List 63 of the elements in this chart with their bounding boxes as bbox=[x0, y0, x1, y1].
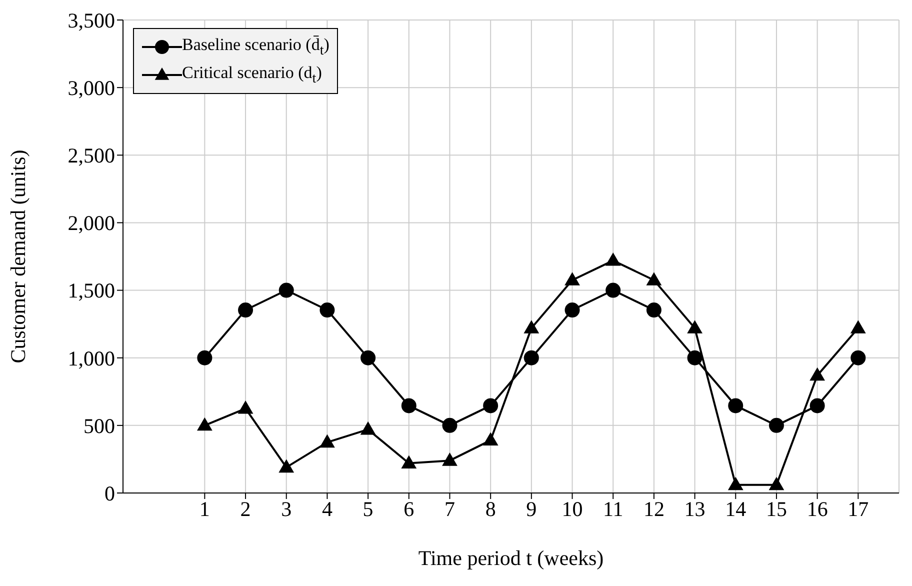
x-tick-label: 8 bbox=[485, 496, 496, 521]
y-tick-label: 3,500 bbox=[68, 8, 115, 32]
point bbox=[482, 432, 498, 446]
x-tick-label: 4 bbox=[322, 496, 333, 521]
point bbox=[768, 476, 784, 490]
point bbox=[278, 282, 294, 298]
x-tick-label: 3 bbox=[281, 496, 292, 521]
legend-label: Critical scenario (d$_{t}$) bbox=[182, 62, 322, 88]
x-tick-label: 15 bbox=[766, 496, 787, 521]
x-tick-label: 12 bbox=[643, 496, 664, 521]
point bbox=[687, 350, 702, 366]
point bbox=[564, 302, 580, 318]
point bbox=[401, 398, 416, 414]
point bbox=[728, 398, 744, 414]
point bbox=[238, 400, 254, 414]
point bbox=[320, 302, 335, 318]
y-tick-label: 2,500 bbox=[68, 144, 115, 168]
point bbox=[810, 398, 825, 414]
point bbox=[320, 434, 335, 448]
point bbox=[196, 417, 212, 431]
x-tick-label: 16 bbox=[806, 496, 828, 521]
x-tick-label: 1 bbox=[199, 496, 210, 521]
x-tick-label: 9 bbox=[526, 496, 537, 521]
point bbox=[605, 252, 621, 266]
y-tick-label: 2,000 bbox=[68, 211, 115, 236]
x-tick-label: 13 bbox=[684, 496, 706, 521]
point bbox=[850, 350, 866, 366]
point bbox=[483, 398, 498, 414]
x-tick-label: 14 bbox=[725, 496, 747, 521]
x-tick-label: 10 bbox=[562, 496, 583, 521]
point bbox=[810, 367, 826, 381]
legend-label: Baseline scenario (d̄$_{t}$) bbox=[182, 34, 330, 60]
y-tick-label: 3,000 bbox=[68, 76, 115, 100]
x-tick-label: 2 bbox=[240, 496, 251, 521]
point bbox=[524, 320, 540, 334]
y-axis-title: Customer demand (units) bbox=[6, 150, 30, 364]
point bbox=[768, 418, 784, 433]
point bbox=[197, 350, 212, 366]
point bbox=[442, 452, 458, 466]
point bbox=[606, 282, 621, 298]
y-tick-label: 500 bbox=[84, 414, 115, 438]
y-tick-label: 0 bbox=[104, 481, 115, 506]
point bbox=[360, 421, 376, 435]
x-tick-label: 11 bbox=[602, 496, 624, 521]
point bbox=[401, 455, 417, 469]
point bbox=[687, 320, 702, 334]
x-axis-title: Time period t (weeks) bbox=[418, 546, 604, 570]
point bbox=[850, 320, 866, 334]
point bbox=[360, 350, 376, 366]
y-tick-label: 1,000 bbox=[68, 346, 115, 370]
point bbox=[728, 476, 744, 490]
point bbox=[646, 272, 662, 286]
point bbox=[442, 418, 458, 433]
point bbox=[238, 302, 254, 318]
point bbox=[564, 272, 580, 286]
x-tick-label: 6 bbox=[404, 496, 414, 521]
x-tick-label: 7 bbox=[444, 496, 455, 521]
point bbox=[646, 302, 662, 318]
x-tick-label: 17 bbox=[848, 496, 869, 521]
point bbox=[278, 459, 294, 473]
y-tick-label: 1,500 bbox=[68, 278, 115, 303]
point bbox=[524, 350, 539, 366]
x-tick-label: 5 bbox=[362, 496, 374, 521]
